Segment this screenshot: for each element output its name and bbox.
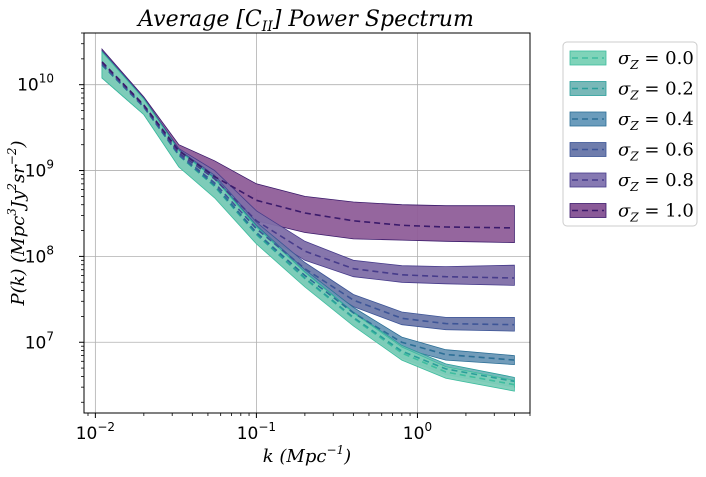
legend-item: σZ = 0.2 [569, 79, 694, 103]
x-tick-label: 10−1 [237, 420, 276, 444]
band-sigma-4 [101, 49, 515, 286]
y-tick-label: 109 [25, 158, 54, 182]
mean-line-sigma-2 [101, 64, 515, 361]
band-sigma-0 [101, 50, 515, 392]
mean-line-sigma-3 [101, 63, 515, 326]
legend: σZ = 0.0 σZ = 0.2 σZ = 0.4 σZ = 0.6 σZ = 0.8… [562, 41, 698, 227]
legend-label: σZ = 1.0 [618, 201, 694, 225]
legend-label: σZ = 0.8 [618, 170, 694, 194]
x-tick-label: 10−2 [76, 420, 115, 444]
y-tick-label: 108 [25, 243, 54, 267]
legend-label: σZ = 0.0 [618, 48, 694, 72]
x-axis-ticks: 10−2 10−1 100 [76, 413, 531, 444]
chart-title: Average [CII] Power Spectrum [136, 7, 474, 35]
legend-label: σZ = 0.4 [618, 109, 694, 133]
x-tick-label: 100 [403, 420, 432, 444]
legend-item: σZ = 1.0 [569, 201, 694, 225]
data-bands [101, 48, 515, 392]
mean-line-sigma-5 [101, 61, 515, 229]
mean-line-sigma-1 [101, 64, 515, 383]
legend-item: σZ = 0.0 [569, 48, 694, 72]
x-axis-label: k (Mpc−1) [263, 443, 351, 467]
y-tick-label: 1010 [17, 72, 54, 96]
mean-lines [101, 61, 515, 386]
legend-item: σZ = 0.6 [569, 140, 694, 164]
plot-frame [83, 32, 531, 414]
mean-line-sigma-4 [101, 62, 515, 279]
legend-item: σZ = 0.4 [569, 109, 694, 133]
legend-label: σZ = 0.6 [618, 140, 694, 164]
y-axis-ticks: 107 108 109 1010 [17, 32, 84, 403]
y-tick-label: 107 [25, 329, 54, 353]
legend-label: σZ = 0.2 [618, 79, 694, 103]
legend-item: σZ = 0.8 [569, 170, 694, 194]
y-axis-label: P(k) (Mpc3Jy2sr−2) [5, 140, 29, 306]
